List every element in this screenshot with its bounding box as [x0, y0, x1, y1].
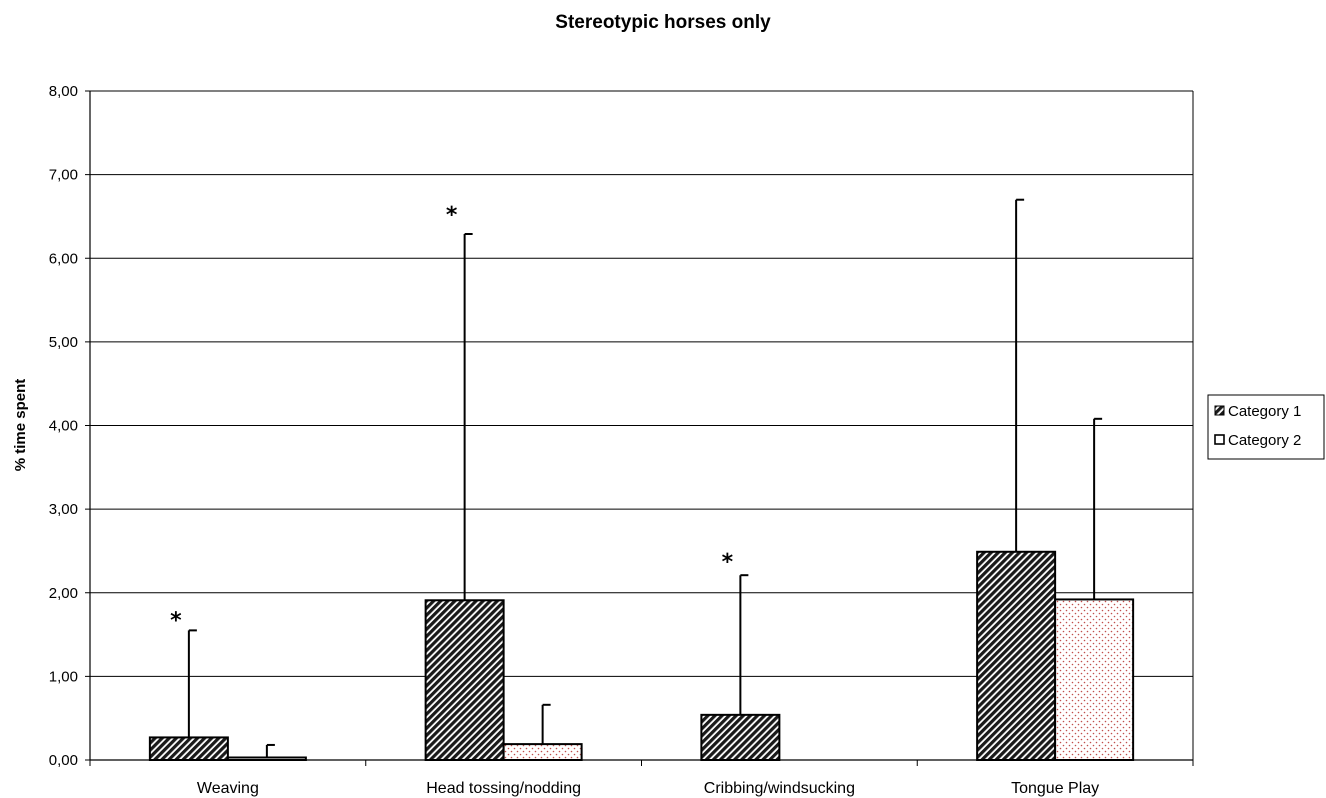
legend-swatch-category-2 — [1214, 434, 1225, 445]
legend-label-category-1: Category 1 — [1228, 403, 1301, 420]
y-tick-label: 2,00 — [49, 585, 78, 602]
bar-category-1 — [976, 550, 1057, 761]
bar-category-2 — [1054, 598, 1135, 761]
x-category-label: Weaving — [197, 780, 259, 797]
bar-category-1 — [424, 599, 505, 761]
legend-box — [1207, 394, 1325, 460]
y-tick-label: 5,00 — [49, 334, 78, 351]
y-axis-ticks: 0,00 1,00 2,00 3,00 4,00 5,00 6,00 7,00 8,00 — [49, 83, 90, 769]
legend-swatch-category-1 — [1214, 405, 1225, 416]
y-tick-label: 0,00 — [49, 752, 78, 769]
significance-markers: * * * — [170, 203, 734, 634]
y-tick-label: 6,00 — [49, 250, 78, 267]
y-tick-label: 4,00 — [49, 418, 78, 435]
y-tick-label: 8,00 — [49, 83, 78, 100]
significance-star: * — [722, 550, 734, 575]
grid-lines — [90, 90, 1193, 677]
bar-category-2 — [502, 743, 583, 762]
axes — [89, 90, 1194, 766]
y-tick-label: 1,00 — [49, 668, 78, 685]
x-axis-labels: Weaving Head tossing/nodding Cribbing/wind… — [197, 780, 1099, 797]
significance-star: * — [170, 609, 182, 634]
chart-title: Stereotypic horses only — [555, 12, 771, 33]
x-category-label: Tongue Play — [1011, 780, 1099, 797]
significance-star: * — [446, 203, 458, 228]
y-tick-label: 7,00 — [49, 167, 78, 184]
bars — [148, 550, 1135, 762]
y-axis-title: % time spent — [12, 379, 29, 472]
legend-label-category-2: Category 2 — [1228, 432, 1301, 449]
y-tick-label: 3,00 — [49, 501, 78, 518]
x-category-label: Cribbing/windsucking — [704, 780, 855, 797]
bar-category-1 — [700, 713, 781, 762]
x-category-label: Head tossing/nodding — [426, 780, 581, 797]
legend: Category 1 Category 2 — [1207, 394, 1325, 460]
bar-category-1 — [148, 736, 229, 762]
error-bars — [187, 198, 1103, 758]
